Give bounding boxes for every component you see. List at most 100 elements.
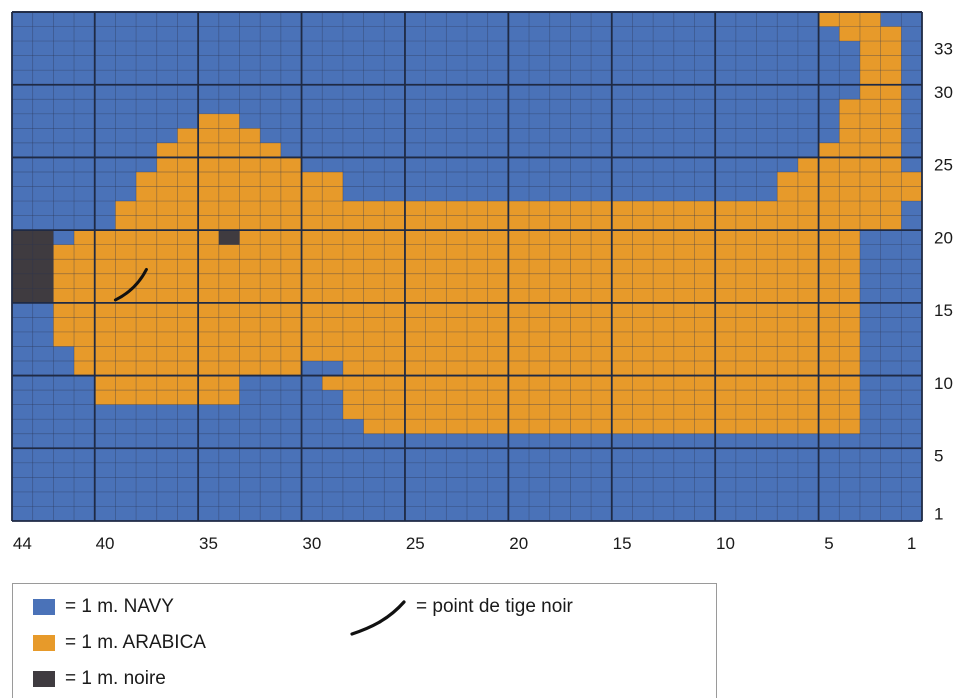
chart-cell [901, 41, 923, 56]
chart-cell [177, 157, 199, 173]
chart-cell [115, 390, 137, 405]
chart-cell [363, 128, 385, 144]
chart-cell [694, 433, 716, 449]
chart-cell [673, 506, 695, 522]
chart-cell [487, 477, 509, 493]
chart-cell [239, 506, 261, 522]
chart-cell [239, 346, 261, 362]
chart-cell [839, 404, 861, 420]
chart-cell [570, 128, 592, 144]
chart-cell [797, 259, 819, 275]
chart-cell [859, 419, 881, 435]
chart-cell [777, 302, 799, 318]
chart-cell [301, 331, 323, 347]
chart-cell [653, 433, 675, 449]
chart-cell [653, 288, 675, 304]
chart-cell [74, 244, 96, 260]
chart-cell [177, 390, 199, 405]
chart-cell [198, 477, 220, 493]
chart-cell [653, 157, 675, 173]
chart-cell [342, 375, 364, 391]
chart-cell [404, 404, 426, 420]
chart-cell [467, 157, 488, 173]
chart-cell [74, 375, 96, 391]
chart-cell [797, 171, 819, 187]
chart-cell [12, 12, 33, 27]
chart-cell [467, 41, 488, 56]
chart-cell [342, 99, 364, 115]
chart-cell [508, 186, 530, 202]
chart-cell [136, 433, 158, 449]
legend-item-noire: = 1 m. noire [33, 666, 166, 692]
chart-cell [425, 317, 447, 333]
chart-cell [322, 477, 344, 493]
chart-cell [156, 288, 178, 304]
chart-cell [446, 186, 468, 202]
chart-cell [611, 448, 633, 464]
chart-cell [611, 361, 633, 376]
chart-cell [280, 215, 302, 231]
chart-cell [94, 70, 116, 86]
chart-cell [136, 113, 158, 129]
chart-cell [198, 302, 220, 318]
chart-cell [756, 128, 778, 144]
chart-cell [839, 41, 861, 56]
chart-cell [74, 26, 96, 42]
chart-cell [570, 26, 592, 42]
chart-cell [859, 462, 881, 478]
chart-cell [653, 491, 675, 507]
chart-cell [74, 259, 96, 275]
chart-cell [653, 128, 675, 144]
chart-cell [53, 26, 75, 42]
chart-cell [467, 491, 488, 507]
chart-cell [839, 157, 861, 173]
chart-cell [12, 171, 33, 187]
chart-cell [839, 99, 861, 115]
chart-cell [156, 70, 178, 86]
chart-cell [446, 375, 468, 391]
chart-cell [880, 346, 902, 362]
chart-cell [859, 201, 881, 216]
chart-cell [467, 12, 488, 27]
chart-cell [74, 331, 96, 347]
chart-cell [591, 506, 613, 522]
chart-cell [673, 302, 695, 318]
chart-cell [756, 26, 778, 42]
chart-cell [156, 462, 178, 478]
chart-cell [901, 113, 923, 129]
chart-cell [74, 448, 96, 464]
chart-cell [818, 186, 840, 202]
chart-cell [136, 26, 158, 42]
chart-cell [156, 230, 178, 245]
chart-cell [156, 99, 178, 115]
chart-cell [632, 84, 654, 100]
chart-cell [322, 215, 344, 231]
chart-cell [94, 404, 116, 420]
chart-cell [218, 244, 240, 260]
chart-cell [218, 419, 240, 435]
chart-cell [32, 215, 54, 231]
chart-cell [260, 419, 282, 435]
chart-cell [218, 477, 240, 493]
chart-cell [218, 317, 240, 333]
chart-cell [342, 244, 364, 260]
chart-cell [653, 419, 675, 435]
chart-cell [446, 433, 468, 449]
chart-cell [115, 201, 137, 216]
chart-cell [446, 288, 468, 304]
chart-cell [322, 419, 344, 435]
chart-cell [74, 128, 96, 144]
chart-cell [818, 244, 840, 260]
chart-cell [880, 12, 902, 27]
chart-cell [467, 390, 488, 405]
chart-cell [487, 186, 509, 202]
chart-cell [425, 84, 447, 100]
chart-cell [218, 346, 240, 362]
chart-cell [673, 99, 695, 115]
chart-cell [632, 55, 654, 71]
chart-cell [363, 70, 385, 86]
chart-cell [218, 259, 240, 275]
chart-cell [156, 273, 178, 289]
chart-cell [880, 288, 902, 304]
chart-cell [570, 477, 592, 493]
